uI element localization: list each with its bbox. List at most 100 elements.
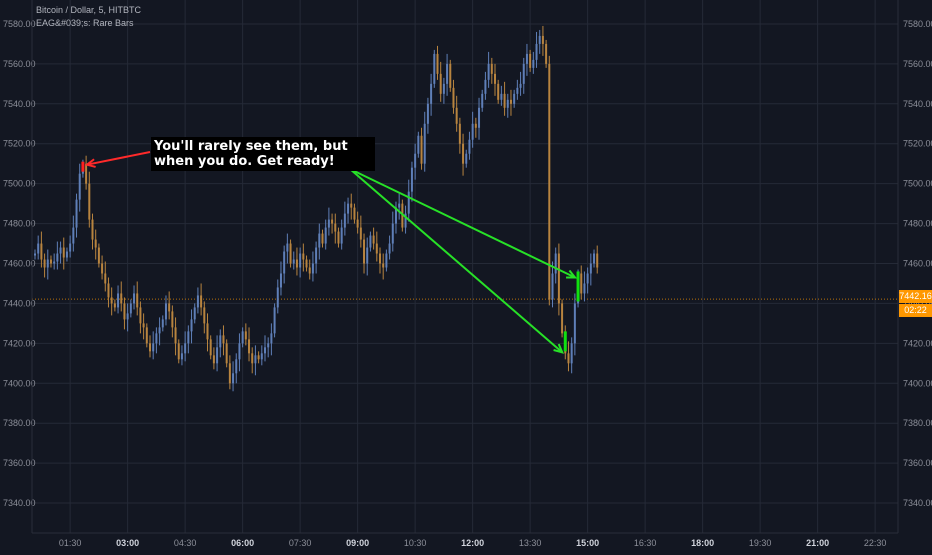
- candle-body: [311, 263, 314, 274]
- candle-body: [315, 247, 318, 264]
- candle-body: [394, 207, 397, 224]
- candle-body: [414, 153, 417, 168]
- candle: [126, 303, 129, 332]
- candle-body: [241, 331, 244, 344]
- candle-body: [519, 83, 522, 88]
- x-tick-label: 22:30: [864, 538, 887, 548]
- rare-bar-marker-red: [81, 161, 85, 172]
- candle: [490, 57, 493, 84]
- candle-body: [251, 353, 254, 364]
- y-tick-label-left: 7520.00: [3, 139, 36, 149]
- candle-body: [139, 307, 142, 324]
- candle: [404, 205, 407, 234]
- y-tick-label-right: 7560.00: [903, 59, 932, 69]
- candle: [225, 339, 228, 368]
- arrow-red: [84, 151, 151, 168]
- candle-body: [401, 203, 404, 228]
- candle-body: [177, 343, 180, 360]
- candle-body: [279, 273, 282, 288]
- x-tick-label: 09:00: [346, 538, 369, 548]
- candle: [356, 211, 359, 234]
- candle-body: [232, 373, 235, 384]
- candle-body: [168, 303, 171, 312]
- candle-body: [62, 247, 65, 258]
- candle: [535, 31, 538, 68]
- candle-body: [478, 107, 481, 128]
- candle-body: [164, 303, 167, 320]
- candle-body: [407, 191, 410, 214]
- candle-body: [69, 243, 72, 252]
- candle: [583, 271, 586, 302]
- candle-body: [273, 307, 276, 334]
- candle: [570, 337, 573, 374]
- candle: [136, 281, 139, 316]
- candle-body: [548, 63, 551, 300]
- candle: [379, 247, 381, 274]
- candle: [254, 345, 257, 376]
- y-tick-label-right: 7460.00: [903, 259, 932, 269]
- candle-body: [238, 343, 241, 360]
- candle: [513, 89, 516, 108]
- y-tick-label-right: 7400.00: [903, 378, 932, 388]
- candle-body: [561, 303, 564, 334]
- candle-body: [49, 259, 52, 264]
- candle-body: [455, 107, 458, 124]
- candle: [75, 193, 78, 238]
- candle: [145, 323, 148, 348]
- candle-body: [40, 243, 43, 260]
- y-tick-label-left: 7420.00: [3, 338, 36, 348]
- candle: [59, 241, 62, 264]
- candle: [222, 325, 225, 356]
- annotation-arrows: [84, 151, 578, 354]
- candle-body: [91, 219, 94, 240]
- candle: [292, 251, 295, 270]
- x-tick-label: 16:30: [634, 538, 657, 548]
- y-tick-label-right: 7380.00: [903, 418, 932, 428]
- candle: [554, 247, 557, 284]
- rare-bar-marker-green: [576, 271, 580, 302]
- candle: [180, 345, 183, 366]
- candle: [53, 253, 56, 270]
- annotation-text-box[interactable]: You'll rarely see them, but when you do.…: [151, 137, 375, 171]
- candle-body: [254, 355, 257, 364]
- candle: [334, 213, 337, 244]
- x-tick-label: 03:00: [116, 538, 139, 548]
- indicator-title[interactable]: EAG&#039;s: Rare Bars: [36, 18, 134, 28]
- y-tick-label-right: 7520.00: [903, 139, 932, 149]
- candle-body: [468, 139, 471, 154]
- candle: [417, 131, 420, 158]
- candle: [308, 259, 311, 280]
- y-tick-label-left: 7480.00: [3, 219, 36, 229]
- countdown-label: 02:22: [899, 304, 932, 317]
- candle-body: [363, 239, 366, 264]
- candle-body: [305, 259, 308, 268]
- candle: [295, 247, 298, 276]
- candle: [474, 117, 477, 138]
- candle-body: [481, 93, 484, 108]
- candle: [72, 215, 75, 252]
- candle: [426, 97, 429, 134]
- candle: [299, 247, 302, 278]
- candle-body: [503, 93, 506, 108]
- candle: [203, 301, 206, 334]
- candle: [350, 193, 353, 220]
- candle-body: [589, 263, 592, 274]
- candle: [62, 237, 65, 270]
- candle: [347, 197, 350, 224]
- candle-body: [136, 293, 139, 308]
- candle: [471, 111, 474, 148]
- candle: [196, 287, 199, 314]
- candle-body: [219, 335, 222, 348]
- candle-body: [85, 163, 88, 184]
- symbol-title[interactable]: Bitcoin / Dollar, 5, HITBTC: [36, 5, 142, 15]
- candle: [34, 249, 36, 260]
- candle-body: [366, 247, 369, 264]
- candle: [257, 351, 260, 364]
- candle: [439, 61, 442, 102]
- x-tick-label: 01:30: [59, 538, 82, 548]
- candle: [487, 51, 490, 88]
- x-tick-label: 04:30: [174, 538, 197, 548]
- candle-body: [490, 63, 493, 74]
